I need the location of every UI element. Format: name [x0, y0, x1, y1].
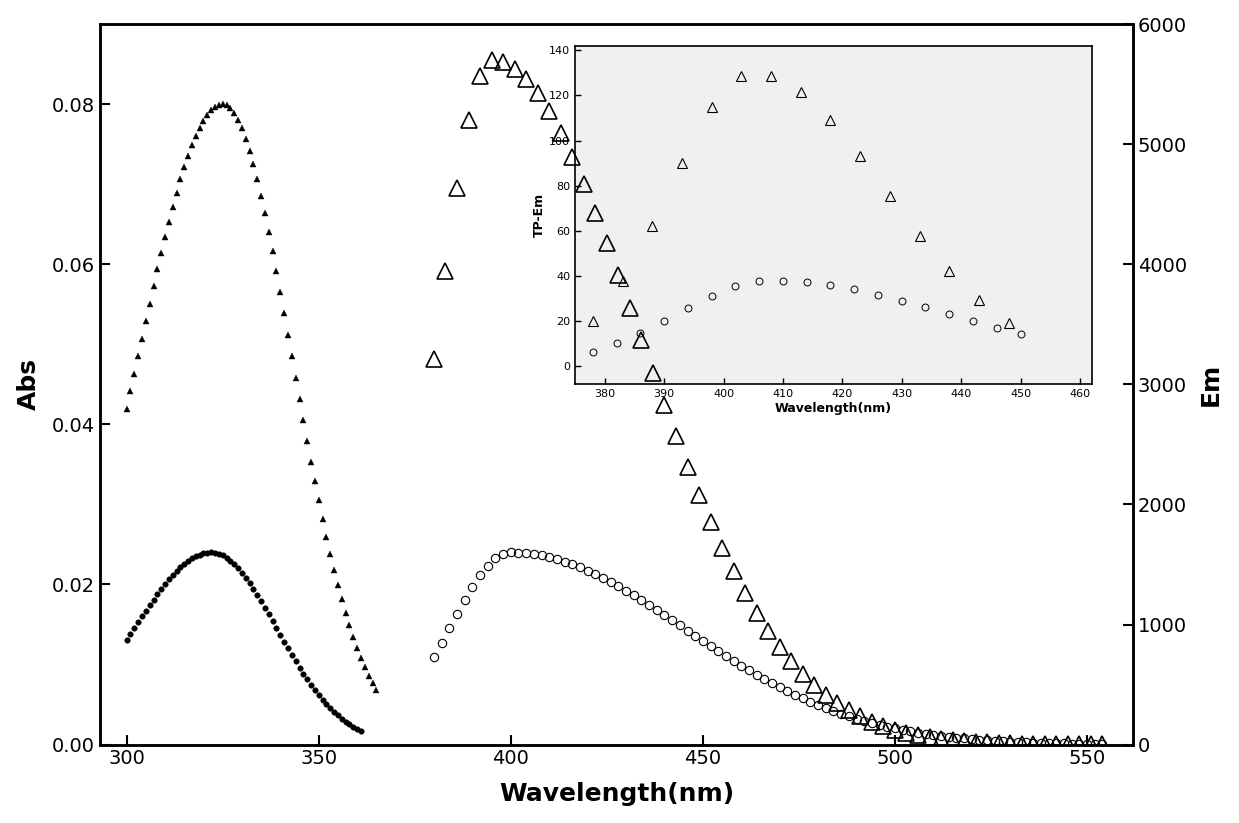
X-axis label: Wavelength(nm): Wavelength(nm): [499, 783, 733, 807]
Y-axis label: Em: Em: [1198, 363, 1223, 406]
Y-axis label: Abs: Abs: [16, 358, 41, 411]
